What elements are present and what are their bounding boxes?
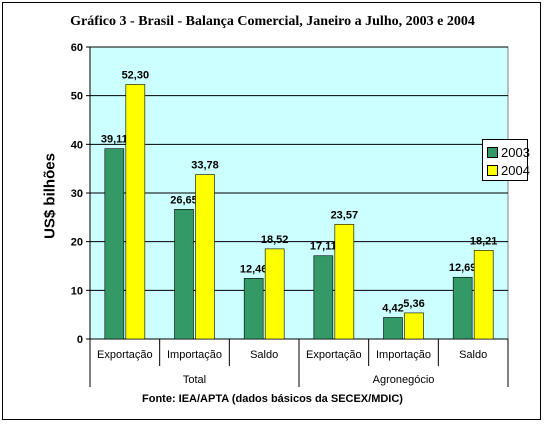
bar-2004 [404, 312, 424, 340]
legend-item-2004: 2004 [487, 162, 530, 178]
bar-2004 [195, 174, 215, 340]
group-label: Agronegócio [373, 374, 435, 386]
x-tick-label: Exportação [306, 349, 362, 361]
x-tick-label: Exportação [97, 349, 153, 361]
source-note: Fonte: IEA/APTA (dados básicos da SECEX/… [142, 393, 403, 405]
data-label-2003: 39,11 [101, 134, 128, 146]
group-label: Total [183, 374, 206, 386]
y-tick-label: 20 [71, 237, 83, 249]
y-tick-label: 0 [77, 334, 83, 346]
x-tick-label: Saldo [459, 349, 487, 361]
legend-swatch-2003 [487, 146, 498, 158]
data-label-2003: 17,11 [310, 241, 337, 253]
bar-2004 [334, 223, 355, 340]
bar-2004 [125, 84, 146, 340]
data-label-2004: 18,21 [470, 235, 498, 247]
bar-2004 [473, 250, 494, 340]
bar-2003 [104, 148, 125, 340]
legend-label-2004: 2004 [501, 162, 530, 178]
legend-swatch-2004 [487, 164, 498, 176]
data-label-2004: 33,78 [191, 160, 219, 172]
data-label-2003: 12,46 [240, 263, 268, 275]
x-tick-label: Importação [376, 349, 431, 361]
y-tick-label: 10 [71, 285, 83, 297]
y-tick-label: 50 [71, 91, 83, 103]
data-label-2004: 5,36 [403, 298, 424, 310]
data-label-2004: 18,52 [261, 234, 289, 246]
y-tick-label: 30 [71, 188, 83, 200]
y-tick-label: 60 [71, 42, 83, 54]
x-tick-label: Saldo [250, 349, 278, 361]
legend-label-2003: 2003 [501, 144, 530, 160]
bar-2003 [452, 276, 473, 340]
chart-title: Gráfico 3 - Brasil - Balança Comercial, … [70, 14, 475, 29]
bar-2003 [313, 255, 334, 340]
legend-item-2003: 2003 [487, 144, 530, 160]
data-label-2004: 52,30 [122, 69, 150, 81]
data-label-2003: 26,65 [170, 194, 198, 206]
x-tick-label: Importação [167, 349, 222, 361]
bar-2003 [243, 278, 264, 340]
bar-2004 [264, 248, 285, 340]
data-label-2003: 4,42 [382, 302, 403, 314]
bar-2003 [383, 317, 403, 340]
data-label-2004: 23,57 [331, 209, 359, 221]
y-tick-label: 40 [71, 139, 83, 151]
data-label-2003: 12,69 [449, 262, 477, 274]
bar-2003 [174, 209, 194, 340]
legend: 2003 2004 [482, 139, 530, 181]
